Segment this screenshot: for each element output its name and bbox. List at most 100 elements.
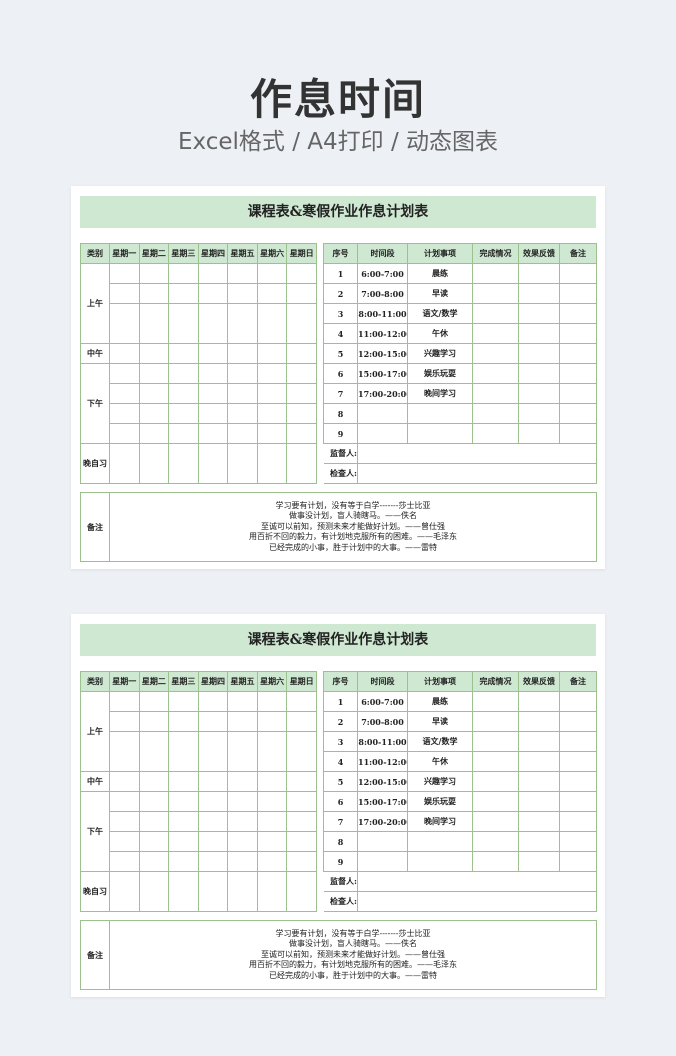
schedule-cell[interactable] — [168, 691, 199, 712]
schedule-cell[interactable] — [197, 263, 229, 284]
schedule-cell[interactable] — [286, 691, 317, 712]
schedule-cell[interactable] — [227, 691, 258, 712]
schedule-cell[interactable] — [559, 811, 597, 832]
schedule-cell[interactable] — [109, 443, 140, 484]
schedule-cell[interactable] — [472, 691, 519, 712]
schedule-cell[interactable] — [227, 871, 258, 912]
schedule-cell[interactable] — [168, 283, 199, 304]
schedule-cell[interactable] — [227, 711, 258, 732]
schedule-cell[interactable] — [472, 711, 519, 732]
schedule-cell[interactable] — [256, 303, 288, 344]
schedule-cell[interactable] — [109, 363, 140, 384]
schedule-cell[interactable] — [256, 383, 288, 404]
schedule-cell[interactable] — [109, 403, 140, 424]
schedule-cell[interactable] — [559, 731, 597, 752]
schedule-cell[interactable] — [227, 423, 258, 444]
schedule-cell[interactable] — [168, 871, 199, 912]
schedule-cell[interactable] — [227, 831, 258, 852]
schedule-cell[interactable] — [256, 423, 288, 444]
schedule-cell[interactable] — [256, 443, 288, 484]
schedule-cell[interactable] — [197, 303, 229, 344]
schedule-cell[interactable] — [168, 711, 199, 732]
schedule-cell[interactable] — [227, 383, 258, 404]
schedule-cell[interactable] — [168, 771, 199, 792]
schedule-cell[interactable] — [138, 383, 170, 404]
schedule-cell[interactable] — [168, 263, 199, 284]
schedule-cell[interactable] — [197, 851, 229, 872]
schedule-cell[interactable] — [168, 831, 199, 852]
schedule-cell[interactable] — [286, 731, 317, 772]
schedule-cell[interactable] — [472, 403, 519, 424]
schedule-cell[interactable] — [518, 751, 560, 772]
schedule-cell[interactable] — [518, 791, 560, 812]
schedule-cell[interactable] — [559, 263, 597, 284]
schedule-cell[interactable] — [109, 423, 140, 444]
schedule-cell[interactable] — [109, 831, 140, 852]
schedule-cell[interactable] — [109, 283, 140, 304]
schedule-cell[interactable] — [197, 831, 229, 852]
schedule-cell[interactable] — [109, 383, 140, 404]
schedule-cell[interactable] — [472, 283, 519, 304]
schedule-cell[interactable] — [256, 691, 288, 712]
schedule-cell[interactable] — [559, 751, 597, 772]
schedule-cell[interactable] — [518, 771, 560, 792]
schedule-cell[interactable] — [472, 811, 519, 832]
schedule-cell[interactable] — [256, 363, 288, 384]
schedule-cell[interactable] — [109, 263, 140, 284]
schedule-cell[interactable] — [227, 303, 258, 344]
schedule-cell[interactable] — [138, 831, 170, 852]
schedule-cell[interactable] — [256, 711, 288, 732]
schedule-cell[interactable] — [472, 751, 519, 772]
schedule-cell[interactable] — [286, 263, 317, 284]
schedule-cell[interactable] — [168, 731, 199, 772]
schedule-cell[interactable] — [518, 403, 560, 424]
schedule-cell[interactable] — [197, 731, 229, 772]
schedule-cell[interactable] — [472, 323, 519, 344]
schedule-cell[interactable] — [472, 263, 519, 284]
schedule-cell[interactable] — [138, 263, 170, 284]
schedule-cell[interactable] — [227, 403, 258, 424]
schedule-cell[interactable] — [286, 363, 317, 384]
schedule-cell[interactable] — [472, 851, 519, 872]
schedule-cell[interactable] — [197, 691, 229, 712]
schedule-cell[interactable] — [227, 363, 258, 384]
schedule-cell[interactable] — [109, 303, 140, 344]
schedule-cell[interactable] — [138, 363, 170, 384]
schedule-cell[interactable] — [559, 791, 597, 812]
schedule-cell[interactable] — [138, 771, 170, 792]
schedule-cell[interactable] — [286, 811, 317, 832]
schedule-cell[interactable] — [286, 343, 317, 364]
schedule-cell[interactable] — [559, 423, 597, 444]
schedule-cell[interactable] — [197, 871, 229, 912]
schedule-cell[interactable] — [168, 423, 199, 444]
schedule-cell[interactable] — [559, 691, 597, 712]
schedule-cell[interactable] — [256, 731, 288, 772]
schedule-cell[interactable] — [559, 711, 597, 732]
schedule-cell[interactable] — [559, 383, 597, 404]
schedule-cell[interactable] — [197, 423, 229, 444]
schedule-cell[interactable] — [286, 423, 317, 444]
schedule-cell[interactable] — [518, 383, 560, 404]
schedule-cell[interactable] — [518, 363, 560, 384]
schedule-cell[interactable] — [227, 343, 258, 364]
schedule-cell[interactable] — [518, 711, 560, 732]
supervisor-field[interactable] — [357, 443, 597, 464]
schedule-cell[interactable] — [518, 303, 560, 324]
schedule-cell[interactable] — [138, 283, 170, 304]
schedule-cell[interactable] — [256, 791, 288, 812]
schedule-cell[interactable] — [138, 791, 170, 812]
schedule-cell[interactable] — [227, 263, 258, 284]
schedule-cell[interactable] — [109, 771, 140, 792]
schedule-cell[interactable] — [227, 283, 258, 304]
schedule-cell[interactable] — [168, 363, 199, 384]
schedule-cell[interactable] — [197, 363, 229, 384]
schedule-cell[interactable] — [227, 811, 258, 832]
schedule-cell[interactable] — [256, 403, 288, 424]
schedule-cell[interactable] — [518, 263, 560, 284]
schedule-cell[interactable] — [256, 771, 288, 792]
schedule-cell[interactable] — [286, 771, 317, 792]
schedule-cell[interactable] — [109, 731, 140, 772]
schedule-cell[interactable] — [138, 443, 170, 484]
schedule-cell[interactable] — [518, 283, 560, 304]
checker-field[interactable] — [357, 891, 597, 912]
